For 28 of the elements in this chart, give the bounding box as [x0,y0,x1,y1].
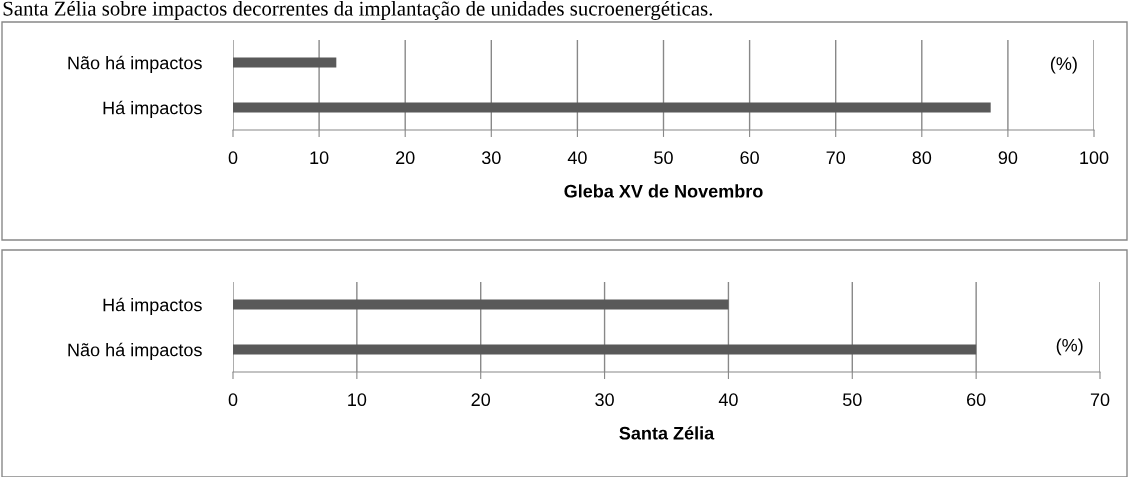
x-axis-title: Santa Zélia [619,426,715,440]
annotation: (%) [1056,338,1083,356]
x-tick-label: 30 [595,393,614,407]
x-tick-label: 80 [912,151,932,165]
annotation: (%) [1050,56,1077,74]
x-axis-title: Gleba XV de Novembro [564,184,763,198]
x-tick-label: 10 [310,151,329,165]
x-tick-label: 60 [967,393,986,407]
x-tick-label: 10 [348,393,367,407]
x-tick-label: 100 [1080,151,1109,165]
x-tick-label: 50 [842,393,862,407]
x-tick-label: 70 [826,151,846,165]
y-tick-label: Há impactos [103,297,202,315]
x-tick-label: 30 [481,151,501,165]
x-tick-label: 70 [1090,393,1110,407]
y-tick-label: Há impactos [103,100,202,118]
x-tick-label: 50 [654,151,673,165]
x-tick-label: 0 [228,393,238,407]
x-tick-label: 0 [228,151,238,165]
text: Santa Zélia sobre impactos decorrentes da implantação de unidades sucroenergéticas. [3,0,713,20]
x-tick-label: 40 [567,151,587,165]
x-tick-label: 20 [471,393,491,407]
x-tick-label: 90 [998,151,1018,165]
x-tick-label: 20 [396,151,415,165]
y-tick-label: Não há impactos [68,55,202,73]
y-tick-label: Não há impactos [68,342,202,360]
x-tick-label: 60 [740,151,759,165]
x-tick-label: 40 [718,393,738,407]
